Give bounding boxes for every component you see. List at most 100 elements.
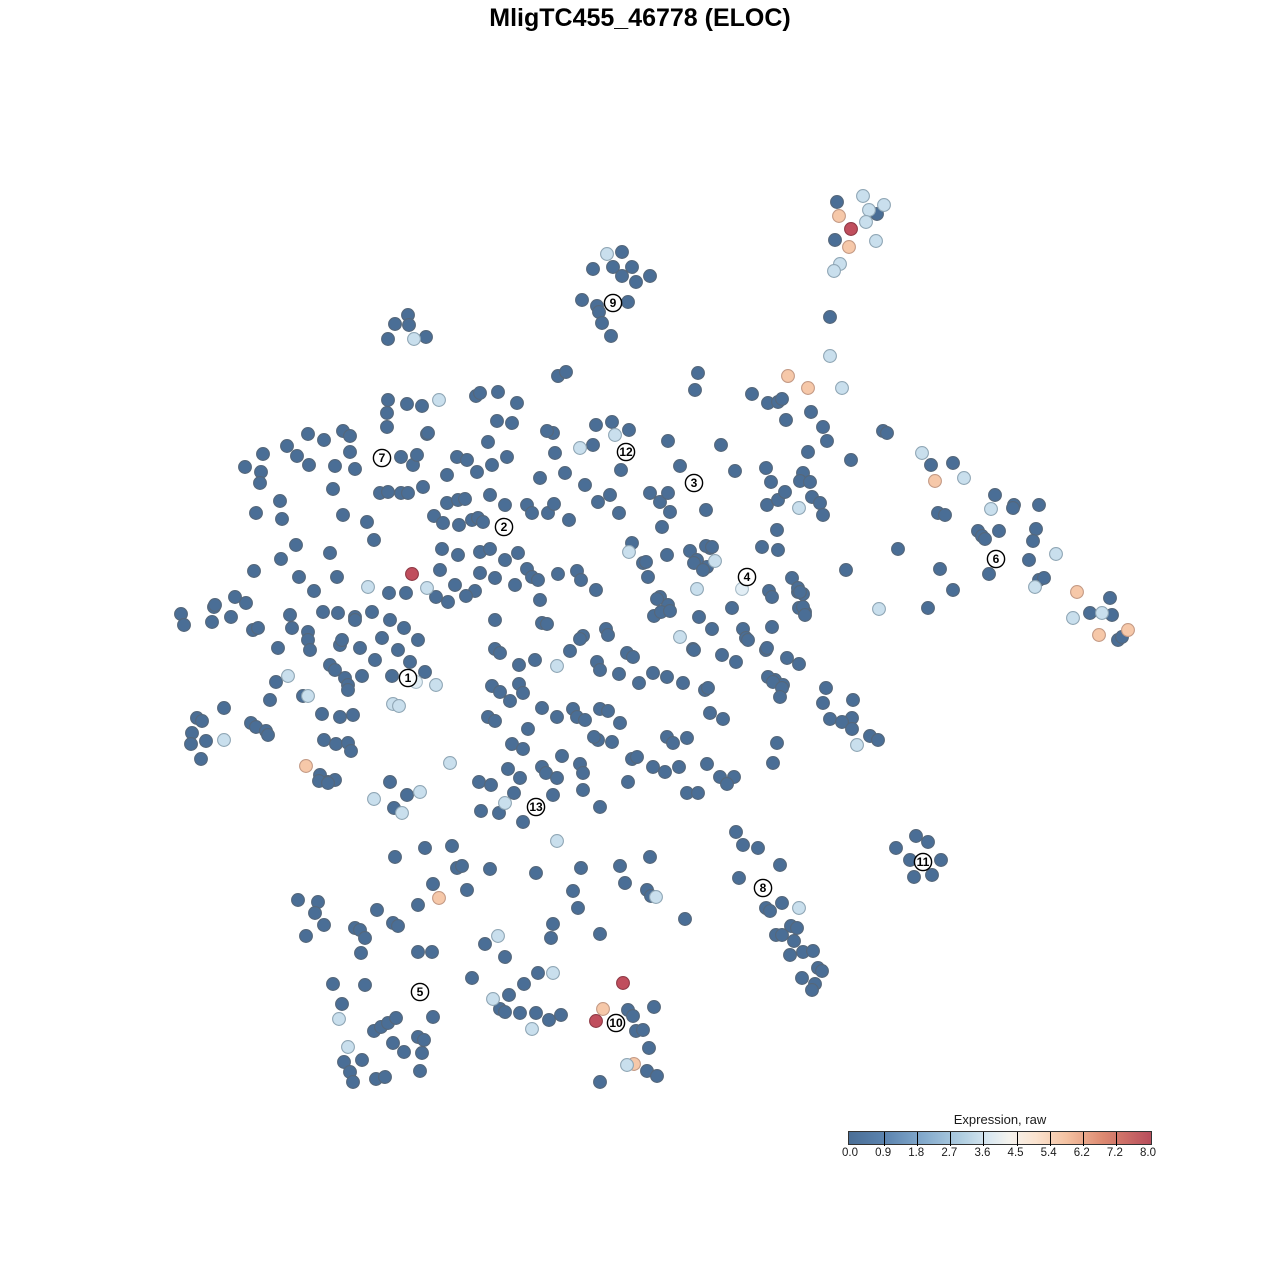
data-point-dark-blue bbox=[760, 641, 774, 655]
data-point-dark-blue bbox=[773, 690, 787, 704]
data-point-dark-blue bbox=[261, 728, 275, 742]
data-point-dark-blue bbox=[184, 737, 198, 751]
legend-tickmark bbox=[1049, 1132, 1051, 1146]
data-point-dark-blue bbox=[613, 716, 627, 730]
data-point-dark-blue bbox=[385, 669, 399, 683]
data-point-dark-blue bbox=[792, 657, 806, 671]
data-point-dark-blue bbox=[574, 573, 588, 587]
data-point-dark-blue bbox=[177, 618, 191, 632]
data-point-dark-blue bbox=[397, 1045, 411, 1059]
data-point-dark-blue bbox=[292, 570, 306, 584]
data-point-dark-blue bbox=[773, 858, 787, 872]
data-point-light-blue bbox=[301, 689, 315, 703]
data-point-dark-blue bbox=[660, 670, 674, 684]
data-point-light-blue bbox=[281, 669, 295, 683]
data-point-dark-blue bbox=[1037, 571, 1051, 585]
data-point-dark-blue bbox=[745, 387, 759, 401]
data-point-dark-blue bbox=[397, 621, 411, 635]
data-point-dark-blue bbox=[566, 884, 580, 898]
data-point-dark-blue bbox=[317, 733, 331, 747]
data-point-light-blue bbox=[1049, 547, 1063, 561]
data-point-dark-blue bbox=[418, 665, 432, 679]
data-point-peach bbox=[832, 209, 846, 223]
data-point-light-blue bbox=[622, 545, 636, 559]
data-point-dark-blue bbox=[329, 737, 343, 751]
data-point-dark-blue bbox=[770, 736, 784, 750]
data-point-dark-blue bbox=[804, 405, 818, 419]
data-point-light-blue bbox=[872, 602, 886, 616]
data-point-dark-blue bbox=[661, 434, 675, 448]
data-point-light-blue bbox=[827, 264, 841, 278]
data-point-dark-blue bbox=[603, 488, 617, 502]
data-point-dark-blue bbox=[263, 693, 277, 707]
data-point-dark-blue bbox=[563, 644, 577, 658]
data-point-peach bbox=[1121, 623, 1135, 637]
data-point-dark-blue bbox=[485, 458, 499, 472]
data-point-dark-blue bbox=[625, 260, 639, 274]
data-point-dark-blue bbox=[415, 1046, 429, 1060]
data-point-dark-blue bbox=[368, 653, 382, 667]
data-point-dark-blue bbox=[839, 563, 853, 577]
data-point-dark-blue bbox=[333, 710, 347, 724]
data-point-dark-blue bbox=[765, 590, 779, 604]
data-point-dark-blue bbox=[550, 771, 564, 785]
data-point-dark-blue bbox=[488, 613, 502, 627]
data-point-dark-blue bbox=[992, 524, 1006, 538]
data-point-dark-blue bbox=[636, 1023, 650, 1037]
data-point-light-blue bbox=[620, 1058, 634, 1072]
data-point-light-blue bbox=[984, 502, 998, 516]
data-point-dark-blue bbox=[382, 586, 396, 600]
data-point-dark-blue bbox=[280, 439, 294, 453]
data-point-dark-blue bbox=[433, 563, 447, 577]
data-point-dark-blue bbox=[301, 427, 315, 441]
data-point-dark-blue bbox=[660, 548, 674, 562]
data-point-dark-blue bbox=[618, 876, 632, 890]
cluster-label-5: 5 bbox=[410, 982, 430, 1002]
data-point-light-blue bbox=[420, 581, 434, 595]
data-point-light-blue bbox=[332, 1012, 346, 1026]
data-point-light-blue bbox=[792, 901, 806, 915]
data-point-dark-blue bbox=[741, 633, 755, 647]
data-point-dark-blue bbox=[612, 667, 626, 681]
data-point-dark-blue bbox=[729, 825, 743, 839]
data-point-dark-blue bbox=[687, 643, 701, 657]
data-point-dark-blue bbox=[195, 714, 209, 728]
data-point-dark-blue bbox=[253, 476, 267, 490]
data-point-dark-blue bbox=[476, 515, 490, 529]
data-point-dark-blue bbox=[378, 1070, 392, 1084]
data-point-dark-blue bbox=[787, 934, 801, 948]
data-point-dark-blue bbox=[343, 429, 357, 443]
data-point-dark-blue bbox=[436, 516, 450, 530]
data-point-dark-blue bbox=[400, 397, 414, 411]
data-point-dark-blue bbox=[732, 871, 746, 885]
data-point-dark-blue bbox=[336, 508, 350, 522]
data-point-light-blue bbox=[361, 580, 375, 594]
svg-text:11: 11 bbox=[917, 855, 930, 869]
data-point-dark-blue bbox=[676, 676, 690, 690]
data-point-dark-blue bbox=[415, 399, 429, 413]
data-point-dark-blue bbox=[535, 701, 549, 715]
cluster-label-4: 4 bbox=[737, 567, 757, 587]
data-point-dark-blue bbox=[641, 570, 655, 584]
data-point-dark-blue bbox=[770, 523, 784, 537]
data-point-light-blue bbox=[1095, 606, 1109, 620]
data-point-light-blue bbox=[413, 785, 427, 799]
data-point-dark-blue bbox=[208, 598, 222, 612]
data-point-dark-blue bbox=[451, 548, 465, 562]
data-point-dark-blue bbox=[238, 460, 252, 474]
data-point-red bbox=[405, 567, 419, 581]
data-point-dark-blue bbox=[672, 760, 686, 774]
data-point-dark-blue bbox=[308, 906, 322, 920]
data-point-dark-blue bbox=[790, 921, 804, 935]
data-point-dark-blue bbox=[337, 1055, 351, 1069]
data-point-light-blue bbox=[690, 582, 704, 596]
legend-tick-label: 7.2 bbox=[1106, 1147, 1123, 1159]
data-point-dark-blue bbox=[586, 262, 600, 276]
data-point-dark-blue bbox=[816, 420, 830, 434]
data-point-light-blue bbox=[708, 554, 722, 568]
data-point-dark-blue bbox=[516, 815, 530, 829]
data-point-dark-blue bbox=[1032, 498, 1046, 512]
data-point-dark-blue bbox=[576, 783, 590, 797]
data-point-dark-blue bbox=[558, 466, 572, 480]
